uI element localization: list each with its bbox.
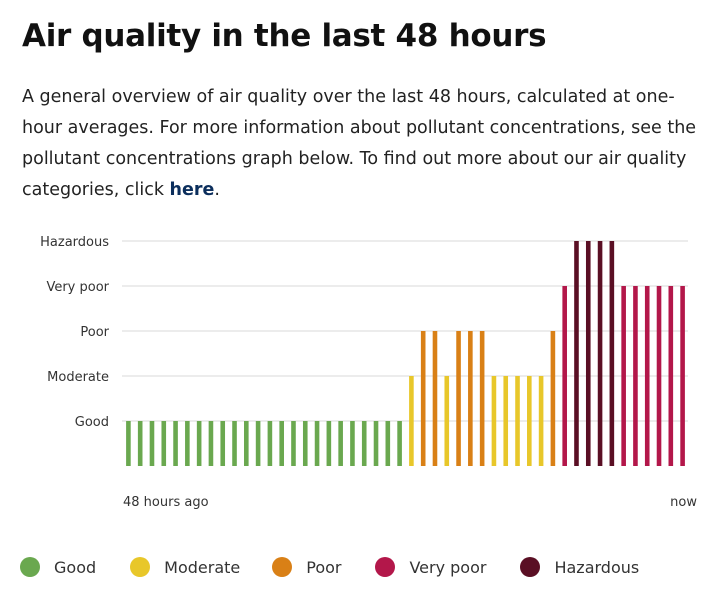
bar-hour-46[interactable] [150, 421, 155, 466]
bar-hour-34[interactable] [291, 421, 296, 466]
bar-hour-35[interactable] [279, 421, 284, 466]
bar-hour-3[interactable] [657, 286, 662, 466]
legend-item-hazardous: Hazardous [520, 557, 639, 577]
bar-hour-14[interactable] [527, 376, 532, 466]
bar-hour-39[interactable] [232, 421, 237, 466]
bar-hour-2[interactable] [669, 286, 674, 466]
y-tick-label: Good [75, 415, 109, 430]
bar-hour-11[interactable] [562, 286, 567, 466]
bar-hour-32[interactable] [315, 421, 320, 466]
categories-link[interactable]: here [170, 180, 215, 200]
description: A general overview of air quality over t… [22, 82, 712, 206]
bar-hour-31[interactable] [327, 421, 332, 466]
bar-hour-5[interactable] [633, 286, 638, 466]
bar-hour-12[interactable] [551, 331, 556, 466]
bar-hour-10[interactable] [574, 241, 579, 466]
bar-hour-26[interactable] [386, 421, 391, 466]
legend-swatch-good [20, 557, 40, 577]
bar-hour-24[interactable] [409, 376, 414, 466]
legend-label-very-poor: Very poor [409, 558, 486, 577]
legend-item-good: Good [20, 557, 96, 577]
bar-hour-28[interactable] [362, 421, 367, 466]
bar-hour-6[interactable] [621, 286, 626, 466]
bar-hour-47[interactable] [138, 421, 143, 466]
bar-hour-22[interactable] [433, 331, 438, 466]
y-tick-label: Hazardous [40, 235, 109, 250]
bar-hour-36[interactable] [268, 421, 273, 466]
legend-swatch-very-poor [375, 557, 395, 577]
legend-item-moderate: Moderate [130, 557, 240, 577]
legend-label-good: Good [54, 558, 96, 577]
bar-hour-30[interactable] [338, 421, 343, 466]
legend-item-very-poor: Very poor [375, 557, 486, 577]
bar-hour-29[interactable] [350, 421, 355, 466]
bar-hour-48[interactable] [126, 421, 131, 466]
y-tick-label: Very poor [46, 280, 109, 295]
bar-hour-43[interactable] [185, 421, 190, 466]
description-text: A general overview of air quality over t… [22, 87, 696, 200]
legend-label-moderate: Moderate [164, 558, 240, 577]
legend-swatch-moderate [130, 557, 150, 577]
bar-hour-27[interactable] [374, 421, 379, 466]
legend-label-poor: Poor [306, 558, 341, 577]
bar-hour-8[interactable] [598, 241, 603, 466]
page-title: Air quality in the last 48 hours [22, 18, 546, 54]
bar-hour-7[interactable] [610, 241, 615, 466]
description-end: . [214, 180, 220, 200]
legend-swatch-hazardous [520, 557, 540, 577]
bar-hour-4[interactable] [645, 286, 650, 466]
bar-hour-9[interactable] [586, 241, 591, 466]
bar-hour-19[interactable] [468, 331, 473, 466]
y-tick-label: Moderate [47, 370, 109, 385]
bar-hour-1[interactable] [680, 286, 685, 466]
bar-hour-13[interactable] [539, 376, 544, 466]
air-quality-chart: Good Moderate Poor Very poor Hazardous 48 hou… [0, 215, 721, 520]
bar-hour-17[interactable] [492, 376, 497, 466]
bar-hour-20[interactable] [456, 331, 461, 466]
bar-hour-21[interactable] [444, 376, 449, 466]
bar-hour-38[interactable] [244, 421, 249, 466]
bar-hour-15[interactable] [515, 376, 520, 466]
bar-hour-33[interactable] [303, 421, 308, 466]
bar-hour-40[interactable] [220, 421, 225, 466]
bar-hour-42[interactable] [197, 421, 202, 466]
bar-hour-44[interactable] [173, 421, 178, 466]
bar-hour-23[interactable] [421, 331, 426, 466]
x-start-label: 48 hours ago [123, 495, 209, 510]
legend-swatch-poor [272, 557, 292, 577]
bar-hour-25[interactable] [397, 421, 402, 466]
chart-legend: Good Moderate Poor Very poor Hazardous [20, 555, 710, 579]
bar-hour-16[interactable] [503, 376, 508, 466]
legend-item-poor: Poor [272, 557, 341, 577]
bar-hour-41[interactable] [209, 421, 214, 466]
bar-hour-45[interactable] [161, 421, 166, 466]
bar-hour-18[interactable] [480, 331, 485, 466]
legend-label-hazardous: Hazardous [554, 558, 639, 577]
x-end-label: now [670, 495, 697, 510]
y-tick-label: Poor [80, 325, 109, 340]
bar-hour-37[interactable] [256, 421, 261, 466]
